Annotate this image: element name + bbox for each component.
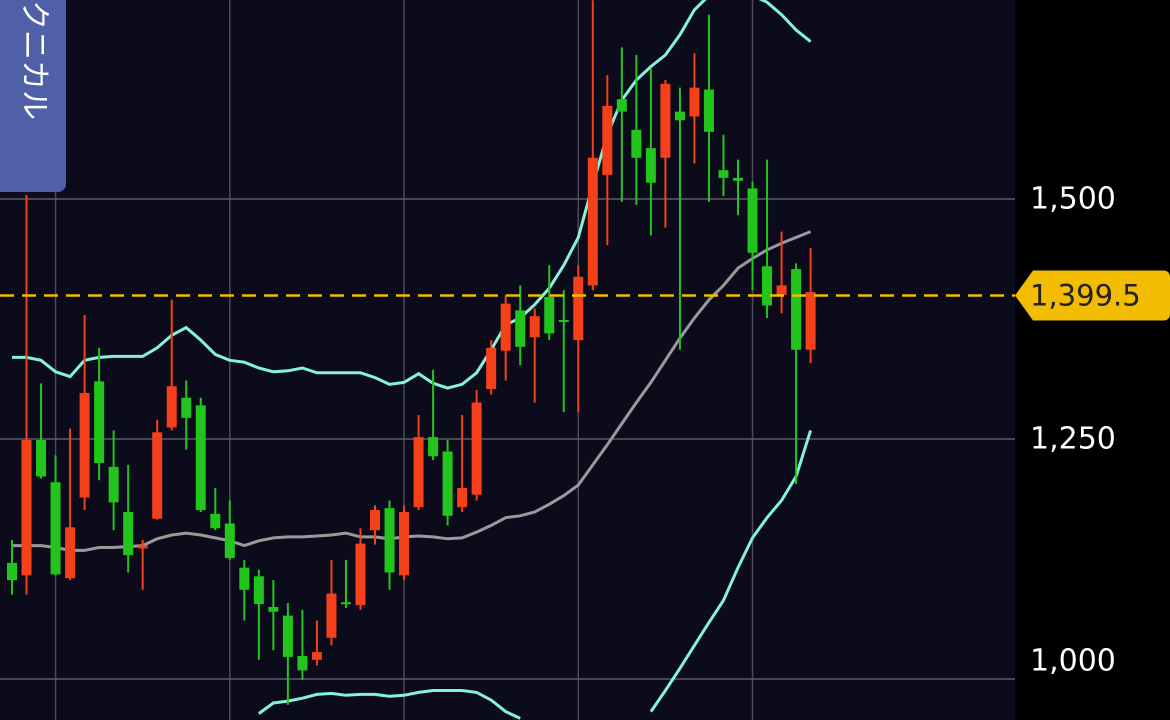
candle-body <box>602 105 613 176</box>
candle-body <box>558 319 569 322</box>
tab[interactable]: テクニカル <box>0 0 66 192</box>
current-price-tag <box>1015 270 1170 321</box>
candle-body <box>253 576 264 605</box>
axis-panel <box>1015 0 1170 720</box>
candle-body <box>297 655 308 671</box>
candle-body <box>224 523 235 559</box>
grid <box>0 0 1015 720</box>
candle-body <box>500 303 511 351</box>
y-tick-label: 1,000 <box>1030 644 1116 679</box>
candle-body <box>195 405 206 511</box>
candle-body <box>210 513 221 529</box>
candle-body <box>384 508 395 573</box>
candle-body <box>442 451 453 516</box>
candle-body <box>573 276 584 341</box>
candle-body <box>428 437 439 457</box>
candle-body <box>471 402 482 495</box>
candle-body <box>79 392 90 498</box>
candle-body <box>529 316 540 338</box>
tab-background[interactable] <box>0 0 66 192</box>
candle-body <box>36 439 47 477</box>
candle-body <box>587 157 598 286</box>
candle-body <box>311 652 322 660</box>
candle-body <box>776 285 787 296</box>
candle-body <box>718 170 729 178</box>
candle-body <box>645 148 656 183</box>
candle-body <box>733 177 743 181</box>
candle-body <box>674 111 685 121</box>
candle-body <box>544 296 555 334</box>
candle-body <box>689 87 700 117</box>
tab-label[interactable]: テクニカル <box>17 0 52 120</box>
candle-body <box>152 432 163 519</box>
marks <box>7 0 816 720</box>
candle-body <box>7 562 17 581</box>
candle-body <box>355 543 366 606</box>
candle-body <box>340 602 351 605</box>
candle-body <box>457 487 468 508</box>
candle-body <box>660 83 671 158</box>
candle-body <box>123 511 134 556</box>
candle-body <box>21 439 32 576</box>
candle-body <box>94 381 105 464</box>
candle-body <box>326 593 337 638</box>
candle-body <box>703 89 714 132</box>
y-tick-label: 1,500 <box>1030 182 1116 217</box>
candle-body <box>486 347 497 390</box>
y-tick-label: 1,250 <box>1030 422 1116 457</box>
candle-body <box>747 188 758 253</box>
candle-body <box>616 99 627 112</box>
current-price-label: 1,399.5 <box>1030 278 1141 312</box>
candle-body <box>65 527 76 579</box>
candle-body <box>137 545 148 549</box>
candle-body <box>413 437 424 508</box>
candle-body <box>631 129 642 158</box>
candle-body <box>805 292 816 350</box>
candle-body <box>181 397 192 418</box>
candle-body <box>268 607 279 612</box>
candle-body <box>399 511 410 576</box>
candle-body <box>50 482 61 575</box>
band-line <box>257 429 813 720</box>
overlay: 1,000 1,250 1,500 1,399.5 <box>0 182 1170 679</box>
band-line <box>12 0 812 390</box>
band-line <box>12 230 812 552</box>
plot-background <box>0 0 1015 720</box>
candle-body <box>762 266 773 306</box>
candle-body <box>166 386 177 428</box>
candle-body <box>239 567 250 590</box>
candle-body <box>515 310 526 347</box>
candle-body <box>108 466 119 503</box>
candle-body <box>791 269 802 350</box>
candle-body <box>370 510 380 531</box>
candle-body <box>282 615 293 657</box>
